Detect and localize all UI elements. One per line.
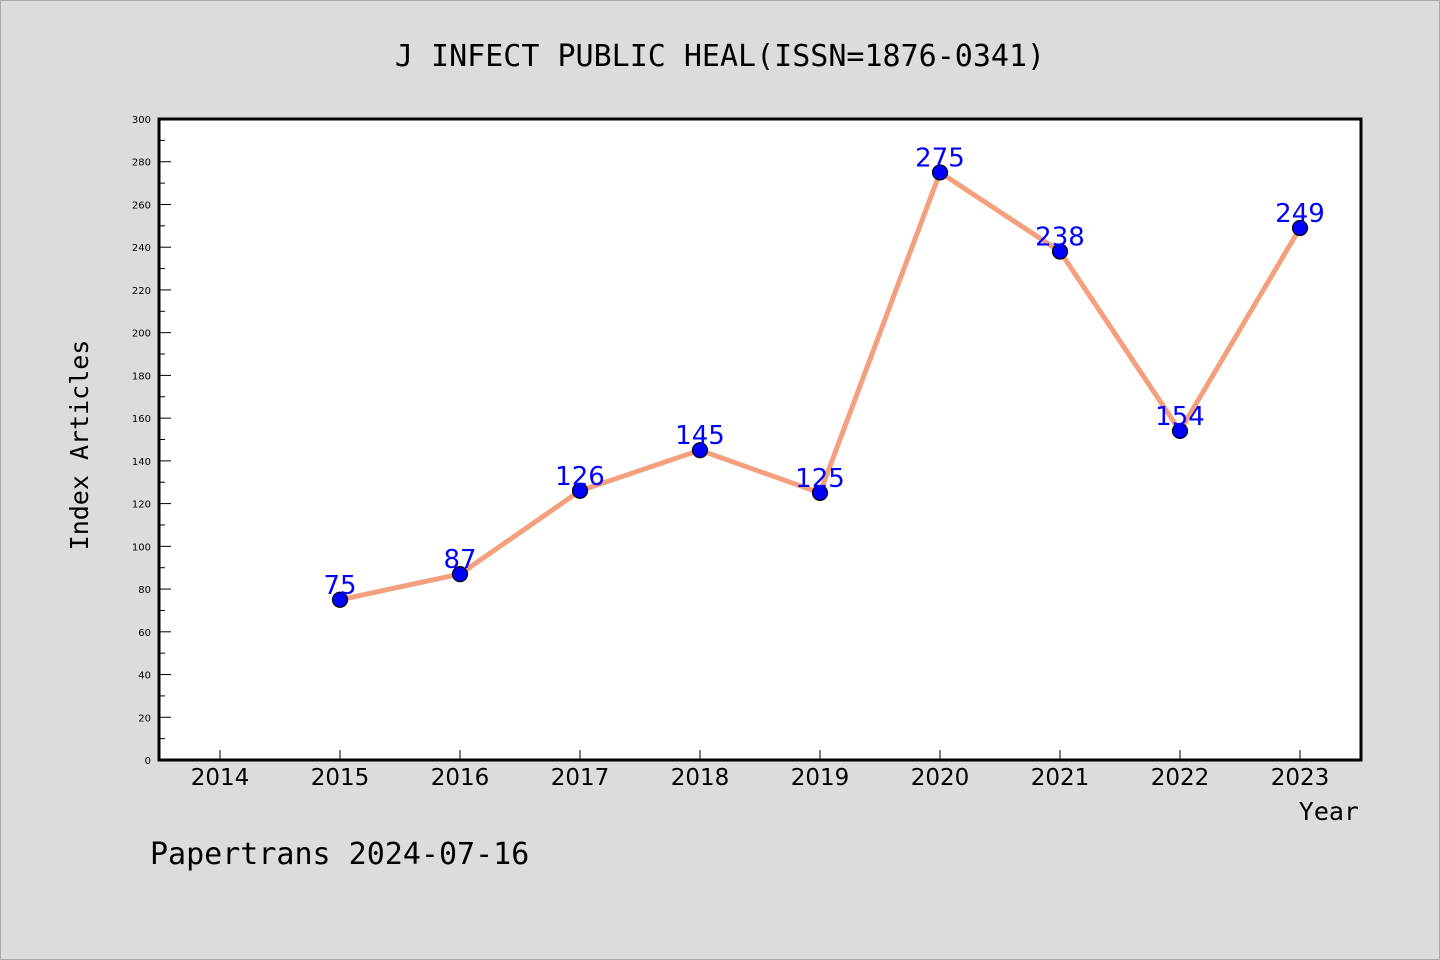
data-point bbox=[931, 164, 949, 181]
y-tick-label: 220 bbox=[132, 286, 151, 297]
data-label: 154 bbox=[1155, 402, 1205, 432]
data-point bbox=[1291, 219, 1309, 237]
y-tick-label: 80 bbox=[138, 585, 151, 596]
y-axis: 0 20 40 60 80 100 120 140 160 180 200 220 240 260 280 3… bbox=[132, 115, 171, 767]
y-tick-label: 240 bbox=[132, 243, 151, 254]
footer-watermark: Papertrans 2024-07-16 bbox=[150, 837, 529, 872]
data-point bbox=[451, 566, 469, 583]
y-tick-label: 280 bbox=[132, 158, 151, 169]
y-tick-label: 160 bbox=[132, 414, 151, 425]
x-tick-label: 2022 bbox=[1151, 765, 1210, 791]
y-tick-label: 0 bbox=[145, 756, 151, 767]
y-tick-label: 180 bbox=[132, 371, 151, 382]
data-label: 145 bbox=[675, 421, 725, 451]
y-tick-label: 140 bbox=[132, 457, 151, 468]
x-tick-label: 2015 bbox=[311, 765, 370, 791]
data-label: 75 bbox=[323, 571, 356, 601]
data-point bbox=[331, 591, 349, 608]
y-tick-label: 100 bbox=[132, 542, 151, 553]
y-tick-label: 120 bbox=[132, 500, 151, 511]
x-tick-label: 2018 bbox=[671, 765, 730, 791]
y-axis-title: Index Articles bbox=[65, 340, 94, 551]
series-index-articles: 75 87 126 145 125 275 238 154 249 bbox=[323, 143, 1325, 608]
x-tick-label: 2016 bbox=[431, 765, 490, 791]
y-tick-label: 40 bbox=[138, 671, 151, 682]
data-label: 125 bbox=[795, 464, 845, 494]
y-tick-label: 60 bbox=[138, 628, 151, 639]
y-tick-label: 20 bbox=[138, 713, 151, 724]
y-tick-label: 200 bbox=[132, 329, 151, 340]
x-tick-label: 2017 bbox=[551, 765, 610, 791]
data-point bbox=[571, 482, 589, 499]
x-axis: 2014 2015 2016 2017 2018 2019 2020 2021 2022 2023 bbox=[191, 750, 1330, 791]
y-tick-label: 300 bbox=[132, 115, 151, 126]
data-label: 238 bbox=[1035, 222, 1085, 252]
y-tick-label: 260 bbox=[132, 200, 151, 211]
x-axis-title: Year bbox=[1299, 797, 1359, 826]
x-tick-label: 2021 bbox=[1031, 765, 1090, 791]
plot-area bbox=[157, 117, 1363, 762]
data-point bbox=[691, 442, 709, 459]
data-label: 275 bbox=[915, 143, 965, 173]
x-tick-label: 2014 bbox=[191, 765, 250, 791]
data-label: 126 bbox=[555, 462, 605, 492]
data-label: 87 bbox=[443, 545, 476, 575]
data-label: 249 bbox=[1275, 199, 1325, 229]
x-tick-label: 2019 bbox=[791, 765, 850, 791]
x-tick-label: 2023 bbox=[1271, 765, 1330, 791]
data-point bbox=[1171, 422, 1189, 440]
data-point bbox=[1051, 243, 1069, 260]
chart-title: J INFECT PUBLIC HEAL(ISSN=1876-0341) bbox=[395, 39, 1045, 74]
data-point bbox=[811, 484, 829, 502]
x-tick-label: 2020 bbox=[911, 765, 970, 791]
